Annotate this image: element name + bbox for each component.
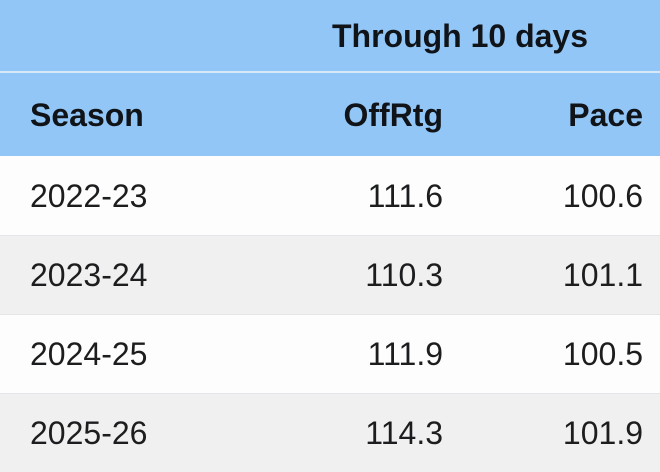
offrtg-cell: 110.3 — [365, 257, 443, 293]
pace-cell: 100.5 — [562, 336, 643, 372]
offrtg-cell: 114.3 — [365, 415, 443, 451]
table-row: 2024-25 111.9 100.5 — [0, 314, 660, 393]
offrtg-cell: 111.6 — [367, 177, 443, 214]
season-cell: 2025-26 — [30, 415, 148, 451]
pace-cell: 101.1 — [562, 257, 643, 293]
season-cell: 2022-23 — [30, 177, 148, 214]
pace-cell: 100.6 — [562, 177, 643, 214]
column-header-row: Season OffRtg Pace — [0, 73, 660, 156]
column-header-season: Season — [30, 96, 144, 133]
table-row: 2022-23 111.6 100.6 — [0, 156, 660, 235]
group-header-row: Through 10 days — [0, 0, 660, 73]
table-row: 2023-24 110.3 101.1 — [0, 235, 660, 314]
column-header-pace: Pace — [568, 96, 643, 133]
season-cell: 2024-25 — [30, 336, 148, 372]
season-cell: 2023-24 — [30, 257, 148, 293]
column-header-offrtg: OffRtg — [343, 96, 443, 133]
pace-cell: 101.9 — [562, 415, 643, 451]
group-header: Through 10 days — [331, 17, 589, 54]
offrtg-cell: 111.9 — [367, 336, 443, 372]
table-row: 2025-26 114.3 101.9 — [0, 393, 660, 472]
